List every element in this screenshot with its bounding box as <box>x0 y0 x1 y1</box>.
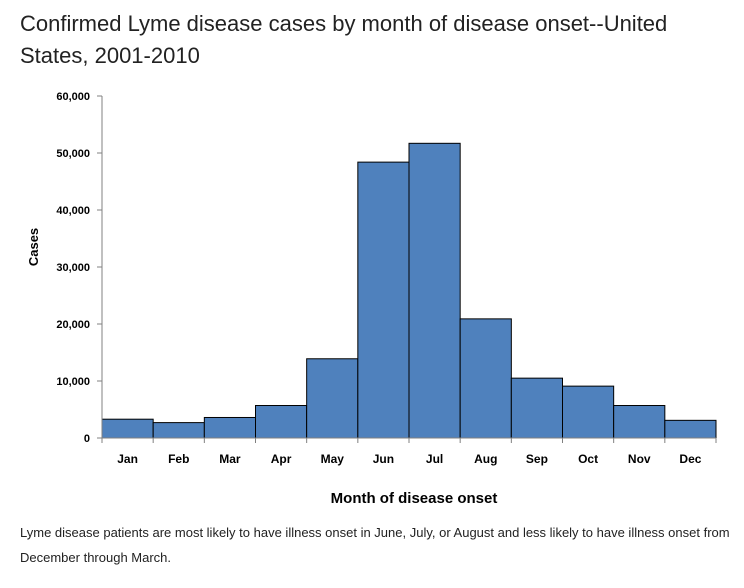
bar-mar <box>203 416 256 439</box>
x-tick-label: Oct <box>578 452 598 466</box>
y-axis-title: Cases <box>26 228 41 266</box>
x-tick-label: Aug <box>474 452 497 466</box>
bar-chart: 0 10,000 20,000 30,000 40,000 50,000 60,000 Ja… <box>26 91 717 507</box>
bars <box>101 142 717 439</box>
y-tick-label: 60,000 <box>56 91 90 103</box>
x-tick-label: Sep <box>526 452 548 466</box>
bar-sep <box>510 377 564 439</box>
x-tick-label: Dec <box>679 452 701 466</box>
y-tick-label: 0 <box>84 433 90 445</box>
x-tick-label: Nov <box>628 452 651 466</box>
y-tick-label: 20,000 <box>56 319 90 331</box>
x-tick-label: Jan <box>117 452 138 466</box>
bar-dec <box>664 419 717 439</box>
bar-oct <box>562 385 615 439</box>
y-tick-label: 10,000 <box>56 376 90 388</box>
chart-container: 0 10,000 20,000 30,000 40,000 50,000 60,000 Ja… <box>0 80 744 510</box>
page-title: Confirmed Lyme disease cases by month of… <box>20 11 668 68</box>
bar-jun <box>357 161 410 439</box>
x-tick-label: Mar <box>219 452 241 466</box>
figure-caption: Lyme disease patients are most likely to… <box>20 525 730 565</box>
y-tick-label: 30,000 <box>56 262 90 274</box>
x-tick-label: Apr <box>271 452 292 466</box>
y-axis-ticks: 0 10,000 20,000 30,000 40,000 50,000 60,000 <box>56 91 102 445</box>
x-tick-label: Jul <box>426 452 443 466</box>
x-axis-title: Month of disease onset <box>331 490 498 507</box>
bar-apr <box>255 405 308 439</box>
bar-nov <box>613 405 666 439</box>
x-axis-ticks: Jan Feb Mar Apr May Jun Jul Aug Sep Oct Nov Dec <box>101 438 717 466</box>
bar-may <box>306 358 359 439</box>
x-tick-label: May <box>321 452 345 466</box>
y-tick-label: 50,000 <box>56 148 90 160</box>
bar-feb <box>152 422 205 439</box>
bar-aug <box>459 318 512 439</box>
x-tick-label: Jun <box>373 452 394 466</box>
bar-jul <box>408 142 461 439</box>
y-tick-label: 40,000 <box>56 205 90 217</box>
x-tick-label: Feb <box>168 452 189 466</box>
bar-jan <box>101 418 154 439</box>
